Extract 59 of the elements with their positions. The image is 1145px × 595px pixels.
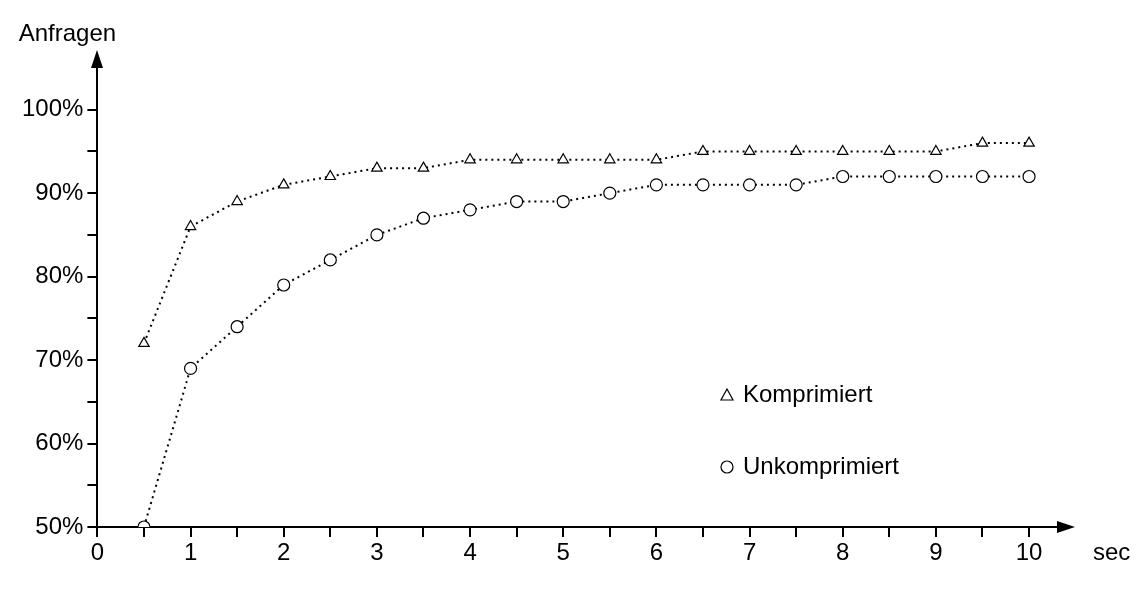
point	[696, 178, 710, 192]
x-tick-label: 9	[929, 537, 943, 565]
point	[183, 361, 198, 376]
point	[929, 169, 943, 184]
x-tick-label: 8	[836, 537, 850, 565]
point	[649, 178, 663, 192]
y-axis-title: Anfragen	[18, 18, 117, 46]
point	[463, 203, 477, 217]
x-axis-title: sec	[1093, 537, 1131, 565]
point	[836, 144, 849, 156]
y-tick-label: 50%	[35, 511, 84, 539]
point	[742, 178, 757, 192]
x-tick-label: 1	[183, 537, 198, 565]
point	[557, 153, 570, 164]
legend-label: Unkomprimiert	[743, 451, 900, 479]
x-tick-label: 10	[1015, 537, 1043, 565]
point	[510, 194, 524, 209]
point	[975, 169, 990, 184]
point	[277, 178, 290, 189]
point	[882, 169, 896, 184]
point	[789, 178, 803, 192]
point	[464, 153, 476, 164]
x-tick-label: 0	[90, 537, 105, 565]
y-tick-label: 90%	[35, 177, 84, 205]
point	[416, 211, 431, 225]
point	[836, 169, 850, 184]
x-tick-label: 7	[742, 537, 757, 565]
point	[650, 153, 663, 164]
legend-label: Komprimiert	[743, 379, 873, 407]
point	[1022, 169, 1036, 184]
point	[370, 228, 384, 242]
x-tick-label: 3	[370, 537, 384, 565]
point	[231, 194, 243, 206]
point	[323, 253, 337, 267]
point	[556, 194, 570, 209]
point	[883, 144, 896, 156]
point	[697, 144, 709, 156]
point	[277, 278, 291, 292]
point	[743, 144, 756, 156]
point	[230, 320, 244, 334]
point	[371, 161, 383, 172]
x-tick-label: 4	[463, 537, 477, 565]
point	[184, 219, 197, 231]
point	[324, 169, 337, 181]
point	[604, 153, 616, 164]
point	[417, 161, 430, 172]
point	[510, 153, 523, 164]
point	[603, 186, 617, 200]
y-tick-label: 70%	[35, 344, 84, 372]
y-tick-label: 60%	[35, 428, 84, 456]
point	[790, 144, 802, 156]
x-tick-label: 2	[277, 537, 291, 565]
point	[1023, 136, 1035, 147]
y-tick-label: 80%	[35, 261, 84, 289]
x-tick-label: 5	[556, 537, 570, 565]
x-tick-label: 6	[649, 537, 664, 565]
y-tick-label: 100%	[21, 94, 84, 122]
point	[930, 144, 942, 156]
point	[976, 136, 989, 147]
